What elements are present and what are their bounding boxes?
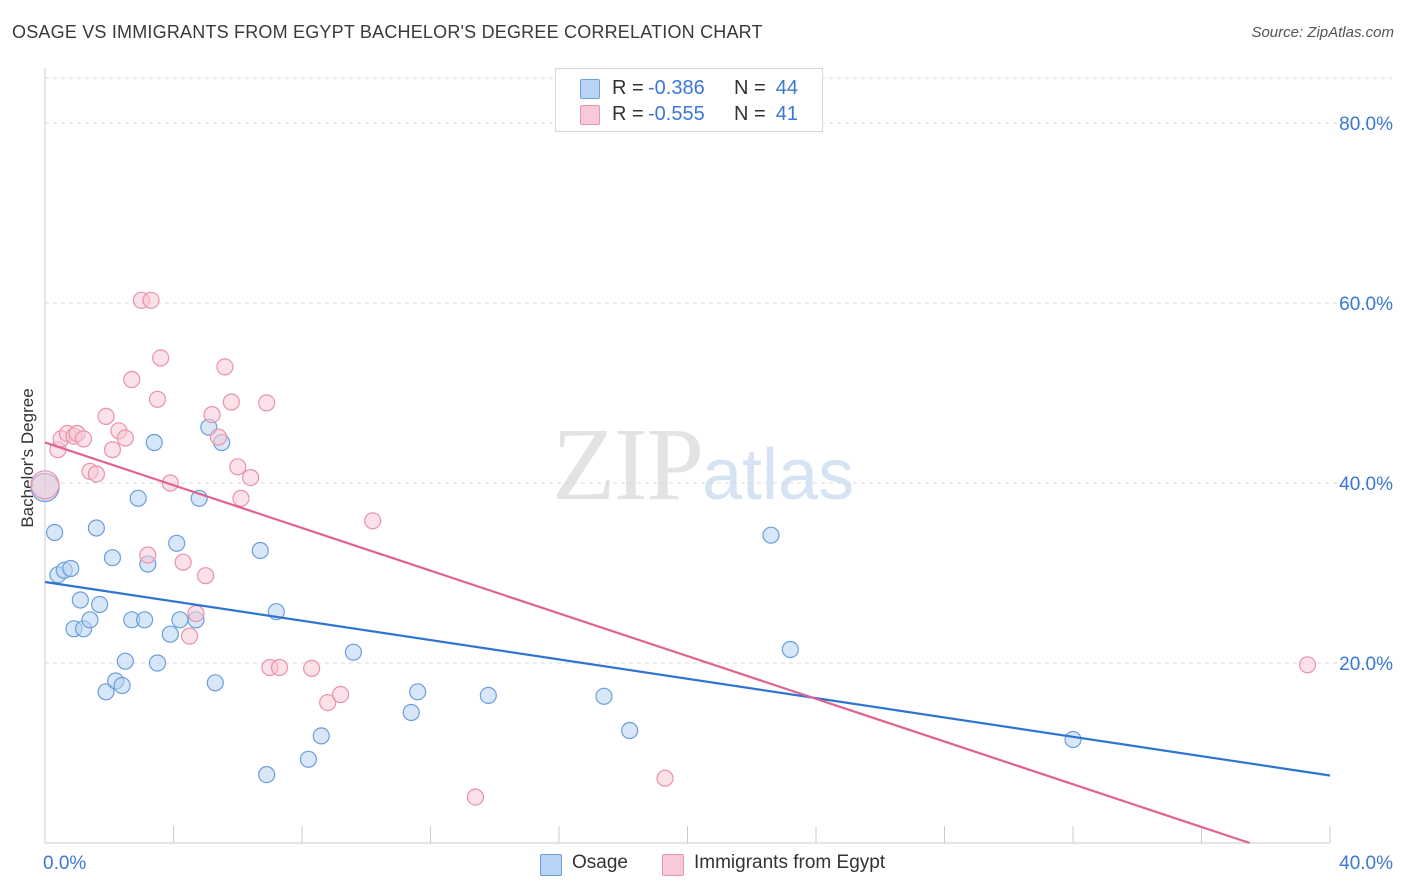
- trend-line-egypt: [44, 441, 1251, 845]
- point-osage: [81, 611, 99, 629]
- legend-r-label: R =: [612, 77, 644, 99]
- legend-row-egypt: R = -0.555 N = 41: [556, 101, 822, 129]
- legend-swatch-osage: [540, 854, 562, 876]
- point-egypt: [103, 441, 122, 459]
- y-tick-label: 20.0%: [1339, 654, 1393, 675]
- chart-title: OSAGE VS IMMIGRANTS FROM EGYPT BACHELOR'…: [12, 22, 763, 42]
- point-osage: [113, 676, 131, 695]
- point-osage: [312, 727, 330, 745]
- point-osage: [299, 750, 318, 768]
- point-osage: [402, 703, 420, 722]
- point-egypt: [364, 512, 382, 530]
- point-osage: [135, 611, 154, 629]
- point-egypt: [656, 769, 674, 787]
- point-osage: [129, 489, 147, 507]
- correlation-legend: R = -0.386 N = 44 R = -0.555 N = 41: [555, 68, 823, 132]
- legend-swatch-egypt: [580, 105, 600, 125]
- x-tick-label: 40.0%: [1339, 853, 1393, 874]
- point-osage: [87, 519, 106, 537]
- point-osage: [46, 523, 64, 542]
- point-egypt: [270, 658, 289, 677]
- point-osage: [97, 683, 115, 701]
- point-osage: [595, 687, 613, 705]
- legend-label-osage: Osage: [572, 852, 628, 873]
- point-egypt: [152, 349, 170, 367]
- watermark-zip: ZIP: [552, 407, 704, 522]
- point-egypt: [303, 659, 321, 678]
- point-egypt: [1298, 656, 1317, 674]
- legend-n-value: 41: [775, 103, 798, 125]
- y-tick-label: 40.0%: [1339, 474, 1393, 495]
- point-osage: [103, 549, 122, 567]
- point-osage: [168, 534, 186, 552]
- point-egypt: [180, 627, 199, 645]
- point-egypt: [142, 291, 160, 309]
- point-egypt: [222, 393, 240, 411]
- point-osage: [409, 683, 427, 701]
- point-osage: [62, 559, 80, 578]
- point-egypt: [123, 370, 141, 389]
- point-egypt: [197, 567, 215, 585]
- point-osage: [1064, 730, 1082, 749]
- point-egypt: [242, 469, 260, 487]
- x-tick-label: 0.0%: [43, 853, 86, 874]
- point-egypt: [319, 693, 337, 712]
- point-osage: [161, 625, 179, 643]
- point-osage: [91, 595, 109, 614]
- point-egypt: [97, 407, 115, 425]
- point-egypt: [232, 489, 250, 507]
- point-egypt: [174, 553, 192, 571]
- point-egypt: [466, 788, 485, 806]
- point-egypt: [187, 604, 205, 623]
- point-egypt: [87, 465, 106, 483]
- point-osage: [206, 674, 224, 692]
- point-egypt: [209, 428, 228, 446]
- point-osage: [116, 652, 134, 670]
- legend-r-value: -0.555: [648, 103, 705, 125]
- point-egypt: [148, 390, 167, 408]
- point-egypt: [331, 685, 350, 704]
- point-osage: [251, 541, 269, 560]
- y-tick-label: 80.0%: [1339, 114, 1393, 135]
- legend-swatch-egypt: [662, 854, 684, 876]
- legend-row-osage: R = -0.386 N = 44: [556, 75, 822, 103]
- watermark-atlas: atlas: [702, 435, 855, 515]
- watermark: ZIPatlas: [552, 405, 854, 524]
- point-osage: [148, 654, 167, 672]
- legend-n-value: 44: [775, 77, 798, 99]
- point-osage: [479, 686, 497, 705]
- point-osage: [621, 721, 639, 740]
- source-label: Source: ZipAtlas.com: [1251, 24, 1394, 41]
- point-egypt: [30, 470, 60, 500]
- legend-swatch-osage: [580, 79, 600, 99]
- y-axis-label: Bachelor's Degree: [18, 388, 37, 527]
- y-tick-label: 60.0%: [1339, 294, 1393, 315]
- point-osage: [258, 765, 276, 784]
- legend-n-label: N =: [734, 77, 766, 99]
- point-egypt: [203, 406, 221, 424]
- legend-r-value: -0.386: [648, 77, 705, 99]
- legend-r-label: R =: [612, 103, 644, 125]
- point-osage: [344, 643, 362, 661]
- point-egypt: [139, 546, 157, 564]
- point-osage: [71, 591, 89, 609]
- point-osage: [762, 526, 780, 544]
- point-egypt: [74, 430, 93, 448]
- point-egypt: [229, 458, 247, 476]
- legend-label-egypt: Immigrants from Egypt: [694, 852, 886, 873]
- point-osage: [145, 433, 163, 452]
- legend-n-label: N =: [734, 103, 766, 125]
- trend-line-osage: [44, 580, 1331, 777]
- point-egypt: [116, 429, 134, 447]
- point-egypt: [258, 394, 276, 412]
- point-osage: [171, 611, 189, 629]
- point-osage: [781, 640, 799, 659]
- point-egypt: [216, 358, 234, 376]
